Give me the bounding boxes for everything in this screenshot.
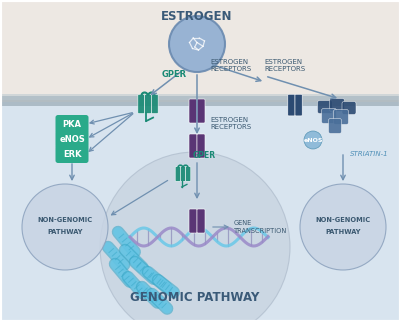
FancyBboxPatch shape xyxy=(330,99,344,111)
FancyBboxPatch shape xyxy=(342,101,356,115)
Text: GPER: GPER xyxy=(162,70,187,79)
FancyBboxPatch shape xyxy=(189,99,197,123)
Text: PKA: PKA xyxy=(63,119,81,128)
Text: eNOS: eNOS xyxy=(303,137,323,143)
FancyBboxPatch shape xyxy=(55,130,89,148)
FancyBboxPatch shape xyxy=(197,134,205,158)
Bar xyxy=(0,94,401,100)
Text: ESTROGEN
RECEPTORS: ESTROGEN RECEPTORS xyxy=(210,59,251,72)
FancyBboxPatch shape xyxy=(334,109,348,125)
Bar xyxy=(0,96,401,106)
Text: ESTROGEN
RECEPTORS: ESTROGEN RECEPTORS xyxy=(264,59,305,72)
Text: ESTROGEN: ESTROGEN xyxy=(161,10,233,23)
FancyBboxPatch shape xyxy=(175,167,180,181)
Text: NON-GENOMIC: NON-GENOMIC xyxy=(37,217,93,223)
FancyBboxPatch shape xyxy=(145,94,151,114)
Circle shape xyxy=(300,184,386,270)
FancyBboxPatch shape xyxy=(55,145,89,163)
Text: PATHWAY: PATHWAY xyxy=(47,229,83,235)
FancyBboxPatch shape xyxy=(189,134,197,158)
Circle shape xyxy=(169,16,225,72)
FancyBboxPatch shape xyxy=(152,94,158,114)
Circle shape xyxy=(100,152,290,322)
FancyBboxPatch shape xyxy=(328,118,342,134)
Text: NON-GENOMIC: NON-GENOMIC xyxy=(316,217,371,223)
Text: GENOMIC PATHWAY: GENOMIC PATHWAY xyxy=(130,291,260,304)
Circle shape xyxy=(304,131,322,149)
Bar xyxy=(0,102,401,322)
FancyBboxPatch shape xyxy=(186,167,191,181)
FancyBboxPatch shape xyxy=(189,209,197,233)
FancyBboxPatch shape xyxy=(197,99,205,123)
Text: PATHWAY: PATHWAY xyxy=(325,229,361,235)
FancyBboxPatch shape xyxy=(288,94,295,116)
Circle shape xyxy=(22,184,108,270)
Text: STRIATIN-1: STRIATIN-1 xyxy=(350,151,389,157)
FancyBboxPatch shape xyxy=(322,109,336,124)
FancyBboxPatch shape xyxy=(295,94,302,116)
FancyBboxPatch shape xyxy=(55,115,89,133)
FancyBboxPatch shape xyxy=(138,94,144,114)
Text: ERK: ERK xyxy=(63,149,81,158)
Text: eNOS: eNOS xyxy=(59,135,85,144)
FancyBboxPatch shape xyxy=(180,167,186,181)
FancyBboxPatch shape xyxy=(318,100,332,113)
FancyBboxPatch shape xyxy=(197,209,205,233)
Text: GPER: GPER xyxy=(193,151,216,160)
Text: GENE
TRANSCRIPTION: GENE TRANSCRIPTION xyxy=(234,220,287,234)
Text: ESTROGEN
RECEPTORS: ESTROGEN RECEPTORS xyxy=(210,117,251,130)
